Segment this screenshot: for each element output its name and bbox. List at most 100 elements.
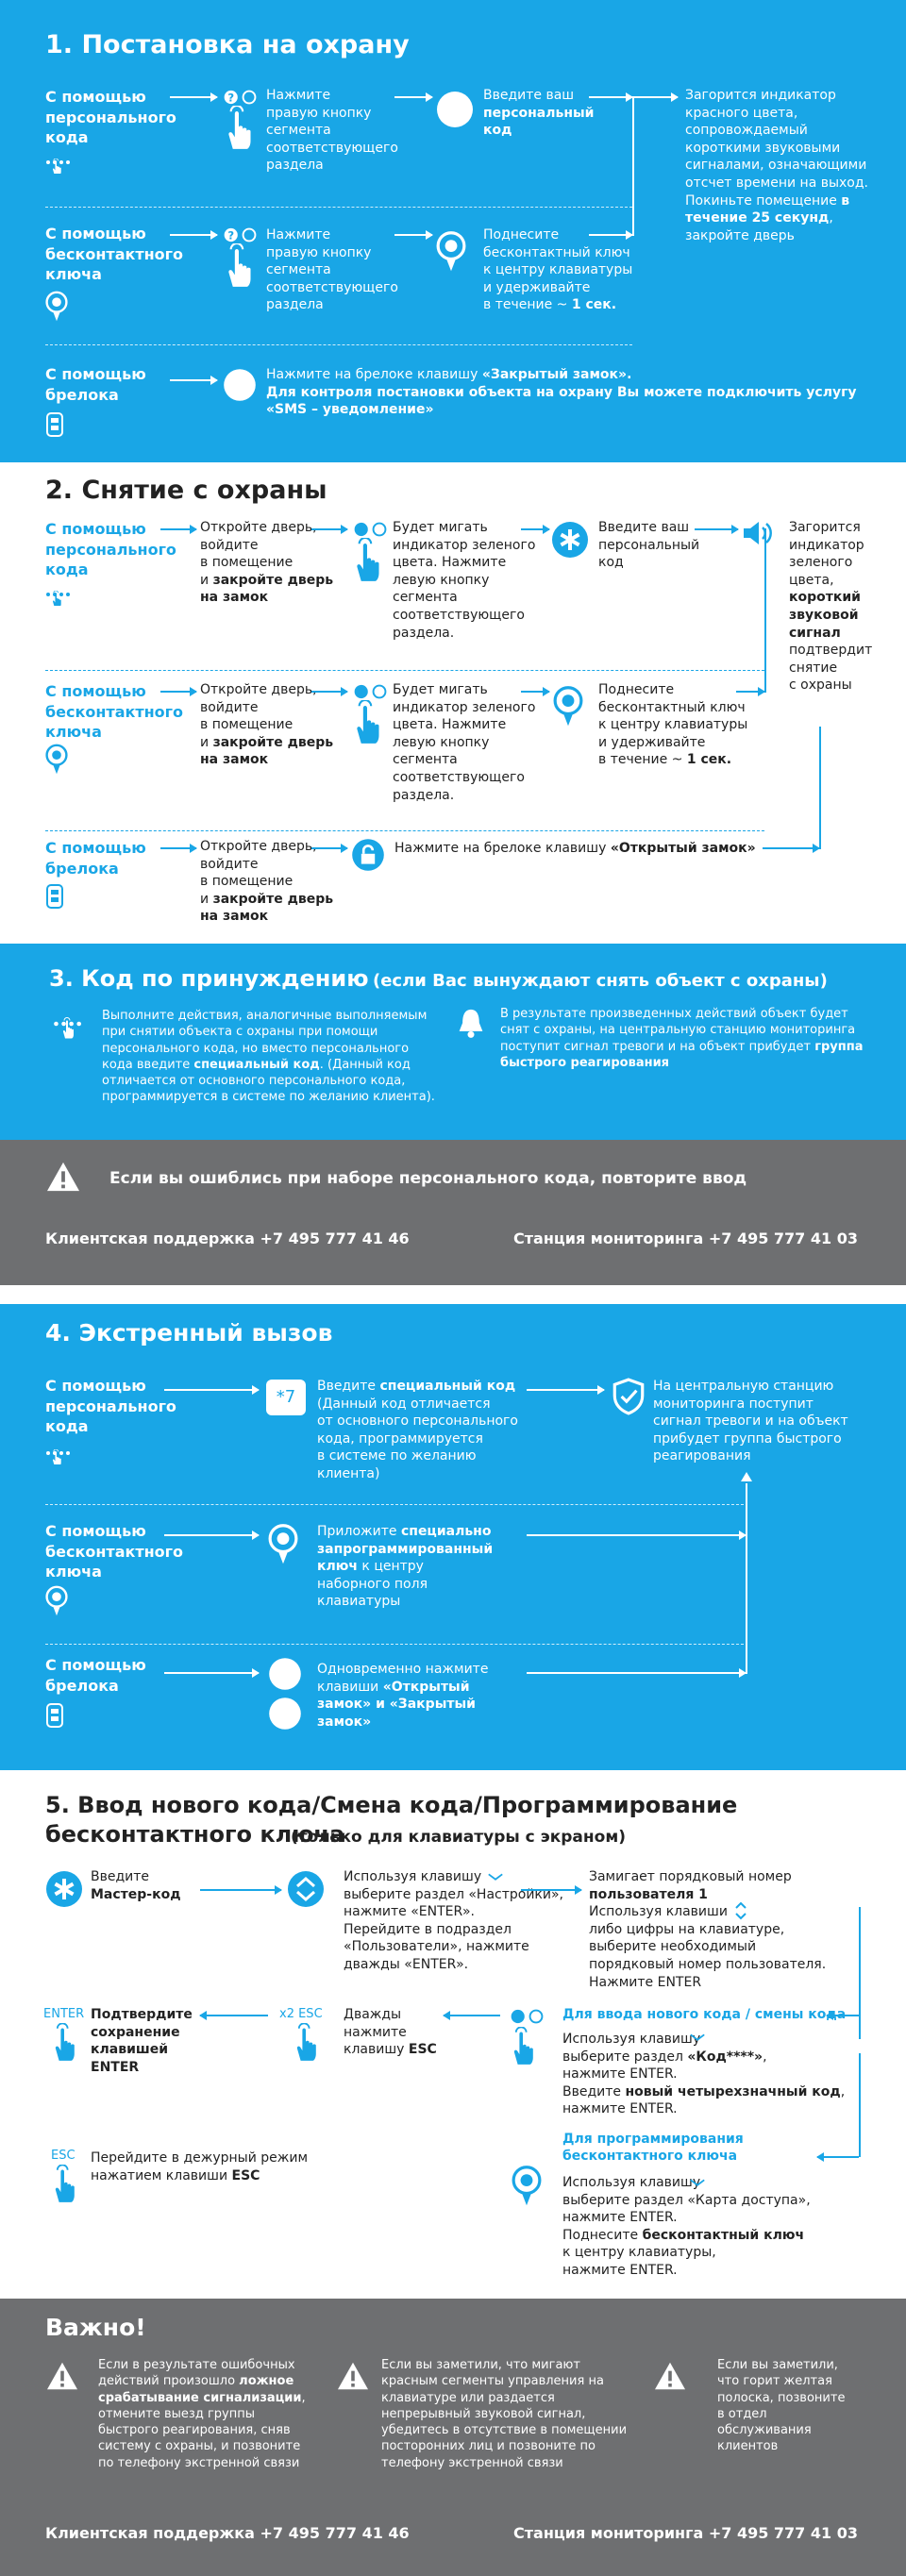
disarm-door3-bold: закройте дверь на замок bbox=[200, 891, 334, 925]
divider bbox=[45, 344, 632, 345]
prog-heading: Для программирования бесконтактного ключ… bbox=[562, 2132, 744, 2165]
keyfob-icon bbox=[45, 1585, 68, 1617]
confirm-text: Подтвердите сохранение клавишей ENTER bbox=[91, 2007, 193, 2075]
asterisk-icon bbox=[45, 1870, 83, 1908]
divider bbox=[45, 1504, 744, 1505]
disarm-fob-label: С помощью брелока bbox=[45, 839, 146, 878]
arrow-icon bbox=[311, 525, 348, 534]
arm-fob-text-bold: «Закрытый замок». bbox=[481, 367, 632, 382]
note2-text: Если вы заметили, что мигают красным сег… bbox=[381, 2358, 628, 2470]
emergency-key-post: к центру наборного поля клавиатуры bbox=[317, 1559, 428, 1610]
arm-code-step: Нажмите правую кнопку сегмента соответст… bbox=[266, 88, 398, 174]
note1-text: Если в результате ошибочных действий про… bbox=[98, 2358, 295, 2389]
prog-bold: бесконтактный ключ bbox=[642, 2227, 805, 2243]
arrow-icon bbox=[521, 525, 550, 534]
keyfob-icon bbox=[45, 291, 68, 323]
buttons-icon bbox=[223, 89, 259, 106]
section-duress-note: (если Вас вынуждают снять объект с охран… bbox=[372, 971, 828, 991]
prog-post: к центру клавиатуры, нажмите ENTER. bbox=[562, 2245, 716, 2279]
speaker-icon bbox=[742, 519, 774, 547]
connector-line bbox=[859, 1907, 861, 2039]
user-text: Замигает порядковый номер bbox=[589, 1869, 792, 1884]
support-phone: Клиентская поддержка +7 495 777 41 46 bbox=[45, 2524, 410, 2542]
arrow-icon bbox=[160, 687, 197, 696]
fob-icon bbox=[45, 1702, 64, 1729]
arm-result-bold: в течение 25 секунд bbox=[685, 192, 850, 226]
arm-key-label: С помощью бесконтактного ключа bbox=[45, 225, 184, 284]
note1-bold: ложное срабатывание сигнализации bbox=[98, 2374, 302, 2405]
section-duress-title: 3. Код по принуждению bbox=[49, 965, 369, 992]
emergency-special-bold: специальный код bbox=[379, 1379, 516, 1394]
buttons-icon bbox=[223, 226, 259, 243]
disarm-result-bold: короткий звуковой сигнал bbox=[789, 590, 861, 641]
warning-icon bbox=[45, 1161, 81, 1193]
star7-key: *7 bbox=[266, 1380, 306, 1415]
connector-line bbox=[859, 2053, 861, 2157]
arm-enter-text: Введите ваш bbox=[483, 88, 575, 103]
arrow-icon bbox=[170, 376, 218, 385]
duty-text: Перейдите в дежурный режим нажатием клав… bbox=[91, 2150, 309, 2183]
support-phone: Клиентская поддержка +7 495 777 41 46 bbox=[45, 1229, 410, 1247]
chevron-down-icon bbox=[689, 2032, 706, 2042]
arrow-icon bbox=[394, 230, 433, 240]
disarm-enter-text: Введите ваш персональный код bbox=[598, 520, 700, 571]
arrow-left-icon bbox=[827, 2015, 859, 2016]
arrow-icon bbox=[521, 1885, 582, 1895]
twice-text: Дважды нажмите клавишу bbox=[344, 2007, 407, 2058]
keypad-icon bbox=[45, 1449, 70, 1464]
arrow-icon bbox=[763, 844, 820, 853]
divider bbox=[45, 1644, 744, 1645]
disarm-result-post: подтвердит снятие с охраны bbox=[789, 643, 873, 694]
emergency-fob-label: С помощью брелока bbox=[45, 1656, 146, 1695]
duress-right-text: В результате произведенных действий объе… bbox=[500, 1007, 856, 1054]
arm-fob-text: Нажмите на брелоке клавишу bbox=[266, 367, 482, 382]
duress-left-post: . (Данный код отличается от основного пе… bbox=[102, 1057, 435, 1105]
keyfob-icon bbox=[512, 2165, 542, 2208]
arrow-icon bbox=[521, 687, 550, 696]
duress-right-bold: группа быстрого реагирования bbox=[500, 1039, 864, 1070]
emergency-key-text: Приложите bbox=[317, 1524, 401, 1539]
arrow-left-icon bbox=[444, 2015, 500, 2016]
section-programming: 5. Ввод нового кода/Смена кода/Программи… bbox=[0, 1770, 906, 2299]
keyfob-icon bbox=[45, 744, 68, 776]
station-phone: Станция мониторинга +7 495 777 41 03 bbox=[513, 2524, 858, 2542]
arrow-icon bbox=[695, 525, 739, 534]
arrow-icon bbox=[164, 1668, 260, 1678]
connector-line bbox=[819, 727, 821, 849]
keyfob-icon bbox=[436, 230, 466, 274]
divider bbox=[45, 670, 764, 671]
emergency-key-bold: специально запрограммированный ключ bbox=[317, 1524, 494, 1575]
asterisk-icon bbox=[436, 91, 474, 128]
buttons-icon bbox=[510, 2008, 545, 2025]
fob-icon bbox=[45, 411, 64, 438]
arrow-icon bbox=[527, 1668, 747, 1678]
emergency-fob-bold: «Открытый замок» и «Закрытый замок» bbox=[317, 1679, 476, 1730]
duress-left-bold: специальный код bbox=[193, 1057, 320, 1072]
arrow-left-icon bbox=[817, 2156, 859, 2158]
arm-key-apply-bold: 1 сек. bbox=[571, 297, 617, 313]
arrow-icon bbox=[311, 687, 348, 696]
error-notice: Если вы ошиблись при наборе персональног… bbox=[0, 1140, 906, 1285]
disarm-key-label: С помощью бесконтактного ключа bbox=[45, 682, 184, 742]
buttons-icon bbox=[353, 683, 389, 700]
hand-press-icon bbox=[289, 2023, 323, 2063]
unlock-icon bbox=[268, 1657, 302, 1691]
arrow-icon bbox=[527, 1385, 605, 1395]
section-arm: 1. Постановка на охрану С помощью персон… bbox=[0, 0, 906, 462]
arm-key-apply: Поднесите бесконтактный ключ к центру кл… bbox=[483, 227, 633, 313]
nav-text: Используя клавишу выберите раздел «Настр… bbox=[344, 1869, 564, 1973]
hand-press-icon bbox=[47, 2023, 81, 2063]
lock-icon bbox=[223, 368, 257, 402]
disarm-door2-bold: закройте дверь на замок bbox=[200, 734, 334, 768]
warning-icon bbox=[653, 2361, 687, 2391]
asterisk-icon bbox=[551, 521, 589, 559]
disarm-blink-text: Будет мигать индикатор зеленого цвета. Н… bbox=[393, 520, 536, 641]
arm-enter-bold: персональный код bbox=[483, 105, 595, 139]
esc-key-label: ESC bbox=[51, 2149, 76, 2163]
twice-bold: ESC bbox=[408, 2042, 437, 2058]
new-code-mid: , нажмите ENTER. Введите bbox=[562, 2049, 767, 2099]
arrow-icon bbox=[170, 92, 218, 102]
unlock-icon bbox=[351, 838, 385, 872]
chevron-down-icon bbox=[689, 2178, 706, 2187]
important-section: Важно! Если в результате ошибочных дейст… bbox=[0, 2299, 906, 2576]
